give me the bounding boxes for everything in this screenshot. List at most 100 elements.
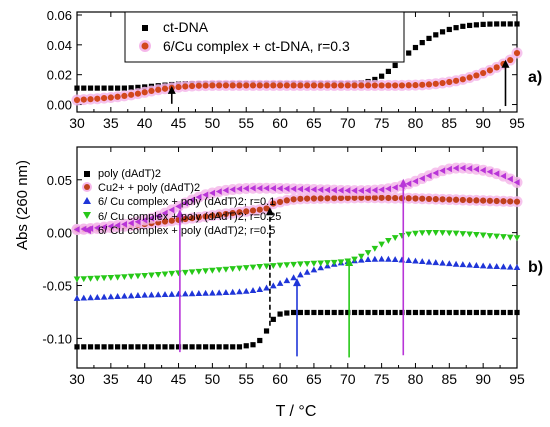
- data-point: [127, 219, 134, 227]
- data-point: [73, 96, 81, 104]
- data-point: [94, 344, 100, 350]
- data-point: [209, 289, 216, 296]
- data-point: [412, 230, 419, 237]
- data-point: [412, 82, 419, 89]
- data-point: [331, 309, 337, 316]
- data-point: [87, 275, 94, 282]
- data-point: [249, 82, 257, 89]
- series-2: [73, 255, 521, 301]
- data-point: [263, 328, 270, 334]
- data-point: [276, 279, 284, 286]
- data-point: [337, 259, 345, 266]
- data-point: [161, 271, 169, 278]
- data-point: [297, 195, 304, 202]
- data-point: [128, 85, 134, 91]
- data-point: [270, 82, 277, 89]
- data-point: [453, 309, 459, 316]
- data-point: [161, 291, 169, 298]
- data-point: [405, 180, 412, 187]
- data-point: [202, 82, 209, 89]
- data-point: [398, 195, 406, 202]
- data-point: [81, 344, 87, 350]
- data-point: [196, 344, 202, 350]
- data-point: [452, 196, 460, 203]
- legend-b-entry-2: 6/ Cu complex + poly (dAdT)2; r=0.1: [98, 196, 275, 208]
- data-point: [460, 309, 466, 316]
- data-point: [412, 44, 419, 51]
- data-point: [500, 263, 507, 270]
- data-point: [256, 264, 264, 270]
- data-point: [392, 62, 398, 69]
- data-point: [249, 207, 257, 214]
- data-point: [479, 262, 487, 269]
- data-point: [87, 96, 94, 103]
- data-point: [493, 64, 500, 71]
- x-tick-label: 65: [306, 115, 322, 131]
- data-point: [148, 344, 155, 350]
- arrow-head: [293, 278, 301, 287]
- data-point: [107, 94, 114, 101]
- data-point: [378, 186, 385, 193]
- data-point: [453, 25, 459, 31]
- y-tick-label: -0.05: [42, 279, 72, 294]
- data-point: [486, 67, 494, 74]
- data-point: [486, 168, 493, 176]
- legend-b-marker-2: [83, 197, 91, 204]
- data-point: [406, 50, 412, 56]
- data-point: [297, 261, 304, 268]
- data-point: [115, 344, 121, 350]
- data-point: [446, 260, 453, 267]
- data-point: [344, 187, 351, 194]
- data-point: [379, 309, 385, 316]
- data-point: [412, 257, 419, 264]
- data-point: [188, 82, 196, 90]
- data-point: [486, 233, 494, 240]
- data-point: [242, 185, 249, 192]
- data-point: [249, 184, 256, 192]
- data-point: [107, 274, 115, 281]
- data-point: [202, 289, 209, 296]
- data-point: [371, 245, 379, 252]
- data-point: [310, 82, 318, 89]
- data-point: [175, 344, 182, 350]
- data-point: [500, 172, 507, 180]
- data-point: [73, 226, 80, 233]
- data-point: [283, 262, 291, 269]
- data-point: [121, 292, 128, 299]
- data-point: [426, 35, 432, 42]
- data-point: [263, 82, 270, 89]
- data-point: [513, 235, 521, 242]
- data-point: [243, 343, 249, 349]
- x-tick-label: 70: [340, 371, 356, 387]
- panel-label: b): [528, 259, 543, 276]
- data-point: [466, 231, 473, 238]
- data-point: [364, 194, 372, 201]
- data-point: [161, 209, 168, 217]
- data-point: [290, 261, 297, 268]
- data-point: [80, 276, 88, 283]
- data-point: [202, 213, 209, 220]
- data-point: [209, 212, 216, 219]
- panel-a: 30 35 40 45 50 55 60 65 70 75 80 85 90 95 0.00 0.02 0.04…: [47, 8, 543, 131]
- legend-a-entry-1: 6/Cu complex + ct-DNA, r=0.3: [163, 38, 350, 54]
- data-point: [412, 309, 419, 316]
- data-point: [467, 22, 473, 29]
- data-point: [263, 184, 270, 192]
- data-point: [379, 73, 385, 79]
- x-tick-label: 85: [442, 371, 458, 387]
- arrow-head: [167, 85, 176, 94]
- data-point: [216, 82, 223, 89]
- data-point: [412, 177, 419, 185]
- data-point: [100, 275, 108, 282]
- data-point: [500, 309, 507, 316]
- data-point: [358, 194, 365, 201]
- data-point: [121, 274, 128, 281]
- data-point: [141, 272, 148, 279]
- data-point: [229, 82, 236, 89]
- data-point: [209, 267, 216, 274]
- data-point: [283, 277, 291, 284]
- legend-a-entry-0: ct-DNA: [163, 19, 209, 35]
- data-point: [155, 86, 162, 93]
- data-point: [500, 234, 507, 241]
- data-point: [250, 342, 256, 348]
